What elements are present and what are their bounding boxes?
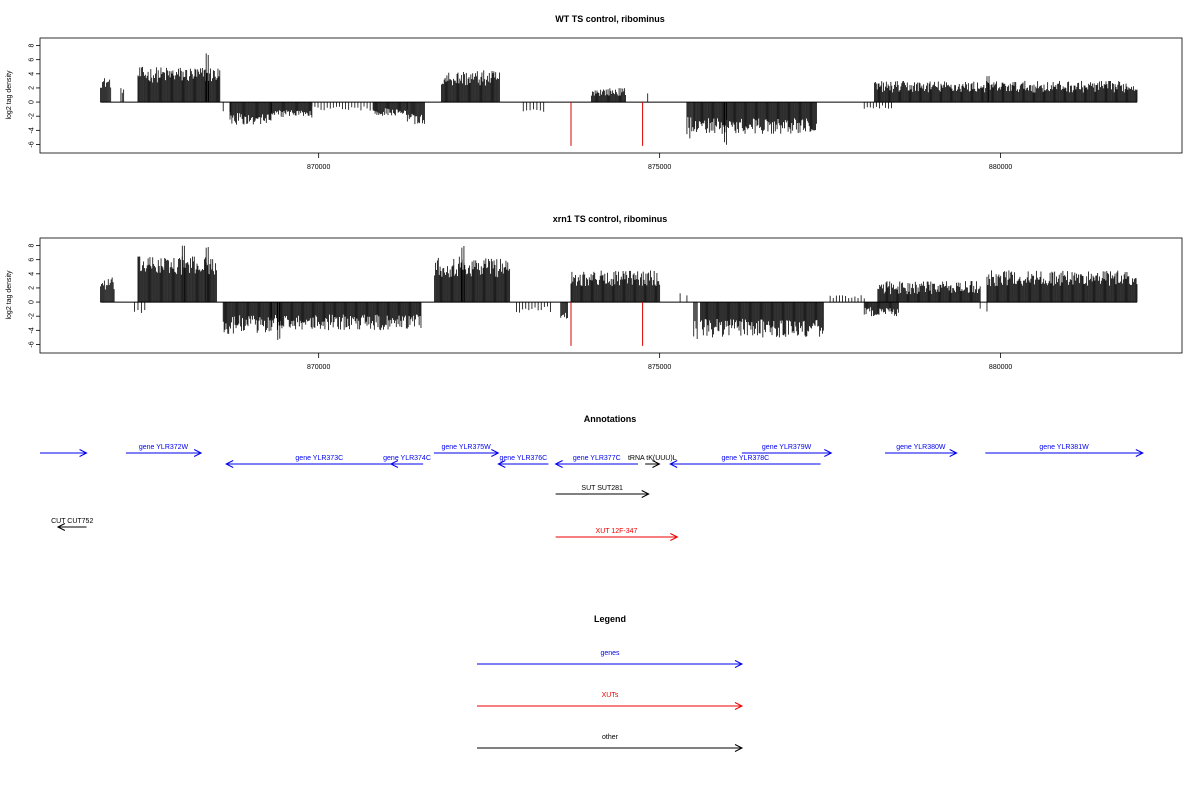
y-tick-label: 4 [29, 272, 36, 276]
feature-label: gene YLR381W [1039, 444, 1089, 451]
y-tick-label: 6 [29, 258, 36, 262]
bars-xrn1 [100, 245, 1138, 340]
arrow-head [79, 449, 88, 457]
legend-label: XUTs [602, 692, 619, 699]
annotation-feature: gene YLR374C [383, 455, 431, 468]
bars-wt [100, 53, 1138, 145]
y-tick-label: 6 [29, 58, 36, 62]
feature-label: SUT SUT281 [581, 485, 623, 492]
arrow-head [225, 460, 234, 468]
annotation-feature: gene YLR372W [125, 444, 203, 457]
arrow-head [734, 744, 744, 752]
marker-lines-wt [570, 102, 644, 146]
annotation-feature: SUT SUT281 [555, 485, 650, 498]
legend-item-other: other [477, 734, 744, 752]
x-tick-label: 880000 [989, 164, 1012, 171]
arrow-head [497, 460, 506, 468]
annotation-feature: gene YLR376C [497, 455, 549, 468]
arrow-head [56, 523, 66, 531]
legend-item-gene: genes [477, 650, 744, 668]
legend-label: genes [600, 650, 620, 657]
y-tick-label: -2 [29, 313, 36, 319]
y-tick-label: 4 [29, 72, 36, 76]
arrow-head [1135, 449, 1144, 457]
x-tick-label: 870000 [307, 364, 330, 371]
annotation-feature: XUT 12F-347 [555, 528, 679, 541]
feature-label: gene YLR380W [896, 444, 946, 451]
x-tick-label: 870000 [307, 164, 330, 171]
annotation-feature: CUT CUT752 [51, 518, 93, 531]
y-tick-label: 8 [29, 43, 36, 47]
annotation-feature: gene YLR378C [669, 455, 821, 468]
feature-label: gene YLR375W [441, 444, 491, 451]
x-tick-label: 880000 [989, 364, 1012, 371]
annotation-feature: gene YLR373C [225, 455, 413, 468]
arrow-head [670, 533, 679, 541]
y-tick-label: 0 [29, 300, 36, 304]
feature-label: gene YLR378C [722, 455, 770, 462]
legend-label: other [602, 734, 619, 741]
feature-label: CUT CUT752 [51, 518, 93, 525]
feature-label: gene YLR377C [573, 455, 621, 462]
y-ticks-wt: -6 -4 -2 0 2 4 6 8 [29, 43, 40, 148]
chart-title-xrn1: xrn1 TS control, ribominus [553, 214, 668, 224]
annotation-feature: gene YLR375W [433, 444, 500, 457]
plot-frame-xrn1 [39, 237, 1183, 354]
legend-item-xut: XUTs [477, 692, 744, 710]
x-tick-label: 875000 [648, 164, 671, 171]
annotation-feature [40, 449, 88, 457]
plot-frame-wt [39, 37, 1183, 154]
legend: genes XUTs other [477, 650, 744, 752]
y-tick-label: 8 [29, 243, 36, 247]
arrow-head [641, 490, 650, 498]
annotation-feature: tRNA tK(UUU)L [628, 455, 677, 468]
feature-label: gene YLR376C [500, 455, 548, 462]
annotation-feature: gene YLR381W [985, 444, 1144, 457]
arrow-head [824, 449, 833, 457]
y-tick-label: 2 [29, 86, 36, 90]
feature-label: tRNA tK(UUU)L [628, 455, 677, 462]
feature-label: XUT 12F-347 [596, 528, 638, 535]
y-ticks-xrn1: -6 -4 -2 0 2 4 6 8 [29, 243, 40, 348]
arrow-head [389, 460, 399, 468]
arrow-head [949, 449, 958, 457]
annotation-feature: gene YLR377C [554, 455, 638, 468]
x-tick-label: 875000 [648, 364, 671, 371]
y-axis-label-wt: log2 tag density [6, 70, 13, 120]
arrow-head [734, 702, 744, 710]
legend-title: Legend [594, 614, 626, 624]
y-tick-label: 2 [29, 286, 36, 290]
chart-title-wt: WT TS control, ribominus [555, 14, 665, 24]
marker-lines-xrn1 [570, 302, 644, 346]
x-ticks-xrn1: 870000 875000 880000 [307, 353, 1012, 371]
y-tick-label: -2 [29, 113, 36, 119]
y-tick-label: 0 [29, 100, 36, 104]
y-tick-label: -4 [29, 127, 36, 133]
arrow-head [734, 660, 744, 668]
arrow-head [491, 449, 500, 457]
panel-xrn1: xrn1 TS control, ribominus log2 tag dens… [6, 214, 1183, 371]
annotations-title: Annotations [584, 414, 637, 424]
arrow-head [669, 460, 678, 468]
y-tick-label: -6 [29, 141, 36, 147]
y-tick-label: -6 [29, 341, 36, 347]
x-ticks-wt: 870000 875000 880000 [307, 153, 1012, 171]
panel-wt: WT TS control, ribominus log2 tag densit… [6, 14, 1183, 171]
feature-label: gene YLR372W [139, 444, 189, 451]
y-axis-label-xrn1: log2 tag density [6, 270, 13, 320]
feature-label: gene YLR373C [295, 455, 343, 462]
feature-label: gene YLR379W [762, 444, 812, 451]
annotation-feature: gene YLR379W [741, 444, 833, 457]
arrow-head [554, 460, 563, 468]
arrow-head [193, 449, 203, 457]
annotation-feature: gene YLR380W [885, 444, 958, 457]
arrow-head [652, 460, 661, 468]
y-tick-label: -4 [29, 327, 36, 333]
annotation-tracks: gene YLR372W gene YLR375W gene YLR379W gene… [40, 444, 1144, 541]
feature-label: gene YLR374C [383, 455, 431, 462]
